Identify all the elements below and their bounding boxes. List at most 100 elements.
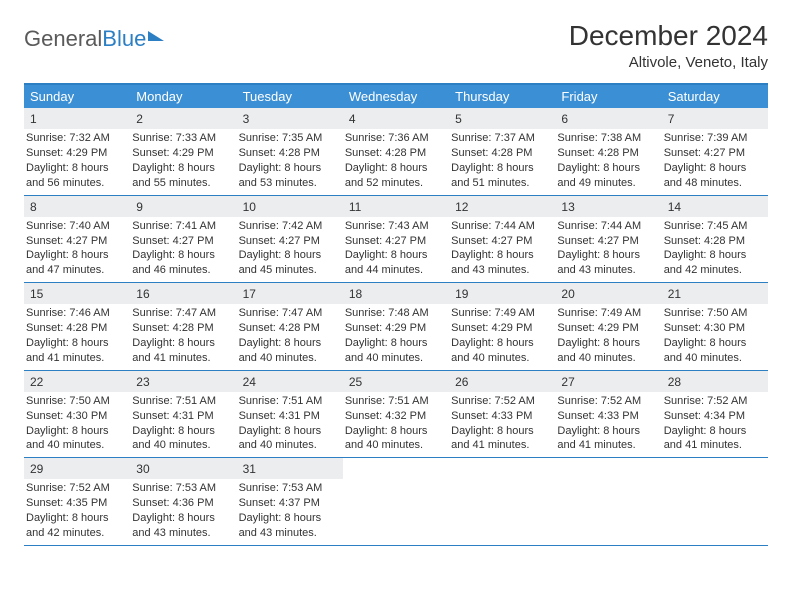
sunrise: Sunrise: 7:39 AM bbox=[664, 131, 764, 146]
day-cell: 19Sunrise: 7:49 AMSunset: 4:29 PMDayligh… bbox=[449, 283, 555, 370]
sunset: Sunset: 4:29 PM bbox=[26, 146, 126, 161]
day-body: Sunrise: 7:43 AMSunset: 4:27 PMDaylight:… bbox=[343, 219, 449, 278]
sunset: Sunset: 4:27 PM bbox=[239, 234, 339, 249]
day-body: Sunrise: 7:36 AMSunset: 4:28 PMDaylight:… bbox=[343, 131, 449, 190]
day-number: 15 bbox=[24, 283, 130, 304]
sunrise: Sunrise: 7:51 AM bbox=[239, 394, 339, 409]
day-cell: 27Sunrise: 7:52 AMSunset: 4:33 PMDayligh… bbox=[555, 371, 661, 458]
daylight-line2: and 40 minutes. bbox=[664, 351, 764, 366]
sunrise: Sunrise: 7:52 AM bbox=[664, 394, 764, 409]
day-cell: 9Sunrise: 7:41 AMSunset: 4:27 PMDaylight… bbox=[130, 196, 236, 283]
sunrise: Sunrise: 7:45 AM bbox=[664, 219, 764, 234]
month-title: December 2024 bbox=[569, 20, 768, 52]
daylight-line2: and 42 minutes. bbox=[664, 263, 764, 278]
day-number: 8 bbox=[24, 196, 130, 217]
day-body: Sunrise: 7:52 AMSunset: 4:33 PMDaylight:… bbox=[449, 394, 555, 453]
day-number: 6 bbox=[555, 108, 661, 129]
day-body: Sunrise: 7:46 AMSunset: 4:28 PMDaylight:… bbox=[24, 306, 130, 365]
sunset: Sunset: 4:32 PM bbox=[345, 409, 445, 424]
day-cell: 23Sunrise: 7:51 AMSunset: 4:31 PMDayligh… bbox=[130, 371, 236, 458]
sunset: Sunset: 4:31 PM bbox=[132, 409, 232, 424]
sunrise: Sunrise: 7:47 AM bbox=[132, 306, 232, 321]
day-number: 5 bbox=[449, 108, 555, 129]
sunrise: Sunrise: 7:44 AM bbox=[451, 219, 551, 234]
day-number: 26 bbox=[449, 371, 555, 392]
daylight-line1: Daylight: 8 hours bbox=[345, 424, 445, 439]
daylight-line1: Daylight: 8 hours bbox=[345, 248, 445, 263]
daylight-line1: Daylight: 8 hours bbox=[132, 336, 232, 351]
dow-cell: Friday bbox=[555, 85, 661, 108]
daylight-line1: Daylight: 8 hours bbox=[239, 336, 339, 351]
day-body: Sunrise: 7:52 AMSunset: 4:34 PMDaylight:… bbox=[662, 394, 768, 453]
sunset: Sunset: 4:27 PM bbox=[345, 234, 445, 249]
sunrise: Sunrise: 7:35 AM bbox=[239, 131, 339, 146]
day-number: 22 bbox=[24, 371, 130, 392]
calendar: SundayMondayTuesdayWednesdayThursdayFrid… bbox=[24, 83, 768, 546]
day-body: Sunrise: 7:47 AMSunset: 4:28 PMDaylight:… bbox=[130, 306, 236, 365]
daylight-line1: Daylight: 8 hours bbox=[239, 248, 339, 263]
sunset: Sunset: 4:28 PM bbox=[345, 146, 445, 161]
daylight-line1: Daylight: 8 hours bbox=[239, 424, 339, 439]
logo-text-gray: General bbox=[24, 26, 102, 52]
daylight-line2: and 49 minutes. bbox=[557, 176, 657, 191]
day-number: 2 bbox=[130, 108, 236, 129]
day-number: 4 bbox=[343, 108, 449, 129]
day-cell: 22 Sunrise: 7:50 AMSunset: 4:30 PMDayligh… bbox=[24, 371, 130, 458]
daylight-line2: and 46 minutes. bbox=[132, 263, 232, 278]
day-cell: 14Sunrise: 7:45 AMSunset: 4:28 PMDayligh… bbox=[662, 196, 768, 283]
sunset: Sunset: 4:27 PM bbox=[26, 234, 126, 249]
daylight-line1: Daylight: 8 hours bbox=[26, 248, 126, 263]
day-number: 1 bbox=[24, 108, 130, 129]
daylight-line2: and 40 minutes. bbox=[451, 351, 551, 366]
sunset: Sunset: 4:30 PM bbox=[26, 409, 126, 424]
day-number: 3 bbox=[237, 108, 343, 129]
sunset: Sunset: 4:28 PM bbox=[239, 321, 339, 336]
day-body: Sunrise: 7:45 AMSunset: 4:28 PMDaylight:… bbox=[662, 219, 768, 278]
day-cell: 12Sunrise: 7:44 AMSunset: 4:27 PMDayligh… bbox=[449, 196, 555, 283]
day-cell bbox=[662, 458, 768, 545]
sunrise: Sunrise: 7:36 AM bbox=[345, 131, 445, 146]
daylight-line2: and 51 minutes. bbox=[451, 176, 551, 191]
week-row: 29Sunrise: 7:52 AMSunset: 4:35 PMDayligh… bbox=[24, 458, 768, 546]
sunset: Sunset: 4:28 PM bbox=[26, 321, 126, 336]
day-cell: 2Sunrise: 7:33 AMSunset: 4:29 PMDaylight… bbox=[130, 108, 236, 195]
daylight-line1: Daylight: 8 hours bbox=[557, 161, 657, 176]
week-row: 1Sunrise: 7:32 AMSunset: 4:29 PMDaylight… bbox=[24, 108, 768, 196]
daylight-line2: and 41 minutes. bbox=[664, 438, 764, 453]
sunset: Sunset: 4:28 PM bbox=[451, 146, 551, 161]
sunrise: Sunrise: 7:51 AM bbox=[345, 394, 445, 409]
sunrise: Sunrise: 7:50 AM bbox=[26, 394, 126, 409]
sunset: Sunset: 4:36 PM bbox=[132, 496, 232, 511]
sunrise: Sunrise: 7:33 AM bbox=[132, 131, 232, 146]
sunrise: Sunrise: 7:53 AM bbox=[239, 481, 339, 496]
daylight-line1: Daylight: 8 hours bbox=[451, 248, 551, 263]
daylight-line2: and 55 minutes. bbox=[132, 176, 232, 191]
day-cell: 21Sunrise: 7:50 AMSunset: 4:30 PMDayligh… bbox=[662, 283, 768, 370]
day-number: 10 bbox=[237, 196, 343, 217]
daylight-line1: Daylight: 8 hours bbox=[664, 161, 764, 176]
daylight-line1: Daylight: 8 hours bbox=[26, 511, 126, 526]
day-number: 16 bbox=[130, 283, 236, 304]
day-number: 31 bbox=[237, 458, 343, 479]
day-body: Sunrise: 7:48 AMSunset: 4:29 PMDaylight:… bbox=[343, 306, 449, 365]
daylight-line1: Daylight: 8 hours bbox=[664, 424, 764, 439]
day-number: 18 bbox=[343, 283, 449, 304]
daylight-line1: Daylight: 8 hours bbox=[664, 248, 764, 263]
day-cell: 20Sunrise: 7:49 AMSunset: 4:29 PMDayligh… bbox=[555, 283, 661, 370]
day-number: 28 bbox=[662, 371, 768, 392]
day-body: Sunrise: 7:32 AMSunset: 4:29 PMDaylight:… bbox=[24, 131, 130, 190]
day-cell: 8 Sunrise: 7:40 AMSunset: 4:27 PMDaylight… bbox=[24, 196, 130, 283]
sunset: Sunset: 4:29 PM bbox=[557, 321, 657, 336]
daylight-line2: and 40 minutes. bbox=[345, 438, 445, 453]
header: GeneralBlue December 2024 Altivole, Vene… bbox=[24, 20, 768, 71]
daylight-line2: and 56 minutes. bbox=[26, 176, 126, 191]
sunset: Sunset: 4:29 PM bbox=[132, 146, 232, 161]
sunrise: Sunrise: 7:40 AM bbox=[26, 219, 126, 234]
sunrise: Sunrise: 7:32 AM bbox=[26, 131, 126, 146]
day-number: 21 bbox=[662, 283, 768, 304]
day-cell: 29Sunrise: 7:52 AMSunset: 4:35 PMDayligh… bbox=[24, 458, 130, 545]
day-number: 29 bbox=[24, 458, 130, 479]
daylight-line1: Daylight: 8 hours bbox=[26, 424, 126, 439]
dow-cell: Sunday bbox=[24, 85, 130, 108]
sunrise: Sunrise: 7:51 AM bbox=[132, 394, 232, 409]
